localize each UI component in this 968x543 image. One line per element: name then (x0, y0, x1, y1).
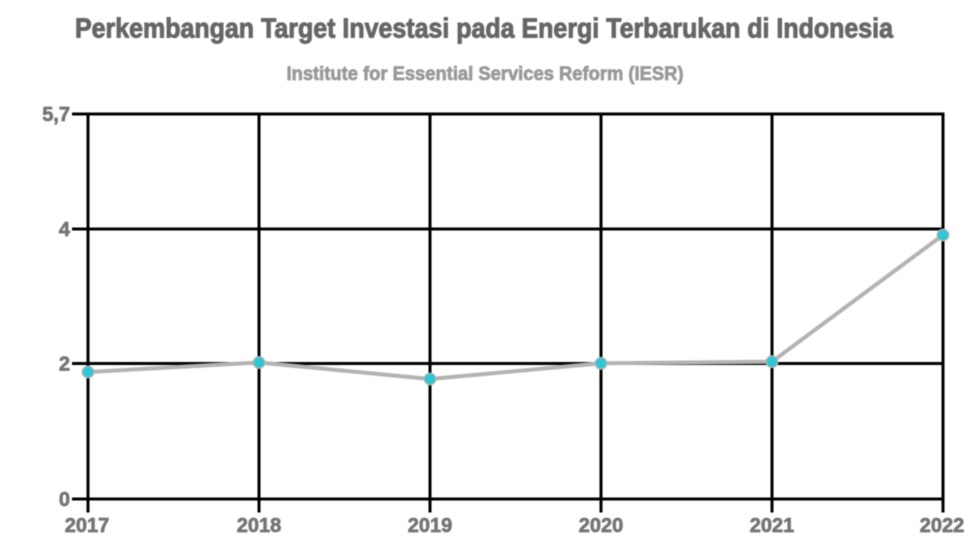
svg-text:2020: 2020 (579, 515, 624, 537)
svg-text:2: 2 (59, 354, 70, 376)
svg-text:4: 4 (59, 219, 71, 241)
svg-text:2019: 2019 (408, 515, 453, 537)
svg-text:Institute for Essential Servic: Institute for Essential Services Reform … (287, 64, 684, 85)
svg-text:0: 0 (59, 489, 70, 511)
svg-text:5,7: 5,7 (42, 104, 70, 126)
svg-text:2018: 2018 (237, 515, 282, 537)
svg-text:2017: 2017 (65, 515, 110, 537)
svg-text:Perkembangan Target Investasi: Perkembangan Target Investasi pada Energ… (75, 13, 893, 44)
svg-text:2021: 2021 (750, 515, 795, 537)
svg-text:2022: 2022 (920, 515, 965, 537)
